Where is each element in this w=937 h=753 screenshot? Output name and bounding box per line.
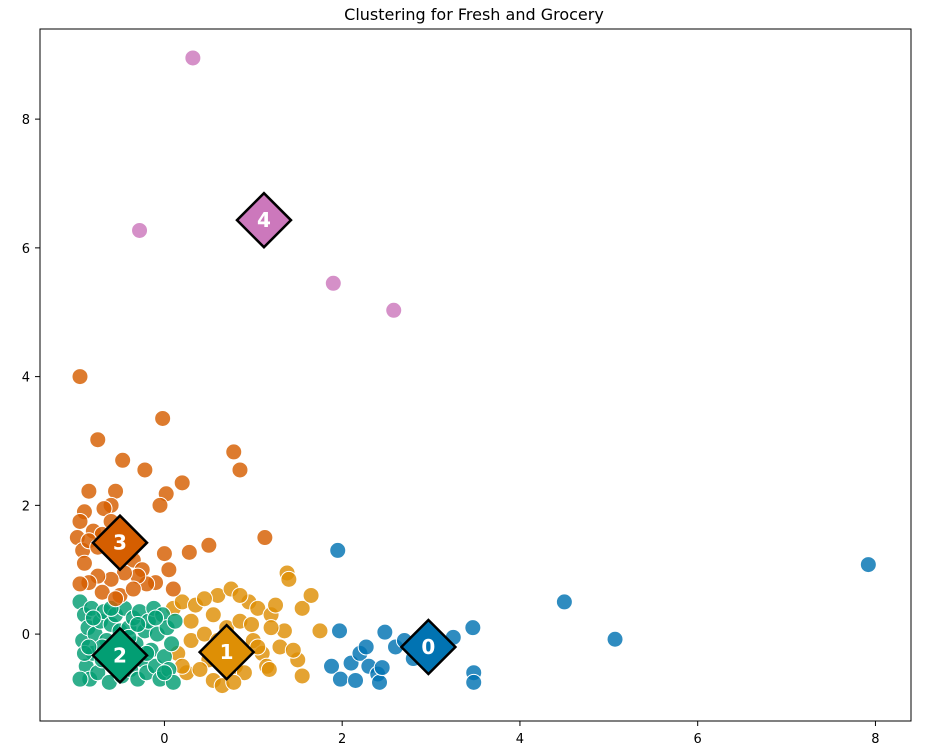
centroid-marker-1 [197, 623, 256, 681]
cluster-4-point-3 [385, 301, 403, 319]
cluster-3-point-1 [154, 409, 172, 427]
centroid-label-2: 2 [113, 643, 127, 667]
points-layer [68, 49, 877, 695]
cluster-0-point-19 [464, 619, 482, 637]
cluster-3-point-13 [95, 500, 113, 518]
cluster-1-point-40 [182, 612, 200, 630]
cluster-3-point-0 [71, 368, 89, 386]
centroid-label-4: 4 [257, 208, 271, 232]
cluster-1-point-36 [260, 661, 278, 679]
x-tick-label-0: 0 [160, 732, 168, 747]
cluster-0-point-23 [606, 630, 624, 648]
cluster-2-point-53 [147, 609, 165, 627]
cluster-3-point-8 [80, 482, 98, 500]
x-tick-label-8: 8 [871, 732, 879, 747]
cluster-0-point-0 [329, 541, 347, 559]
cluster-3-points [68, 368, 274, 608]
centroid-layer: 0 1 2 3 4 [91, 191, 458, 685]
cluster-2-point-55 [71, 670, 89, 688]
x-tick-label-2: 2 [338, 732, 346, 747]
centroid-label-1: 1 [220, 640, 234, 664]
cluster-0-point-3 [331, 670, 349, 688]
centroid-marker-4 [235, 191, 293, 249]
centroid-marker-3 [91, 513, 149, 572]
cluster-1-point-26 [293, 599, 311, 617]
cluster-3-point-5 [114, 451, 132, 469]
cluster-0-point-5 [347, 671, 365, 689]
cluster-1-point-33 [225, 673, 243, 691]
cluster-1-point-24 [280, 570, 298, 588]
cluster-4-point-0 [184, 49, 202, 67]
cluster-4-point-1 [131, 221, 149, 239]
cluster-0-point-21 [465, 673, 483, 691]
cluster-3-point-41 [75, 554, 93, 572]
cluster-0-point-1 [331, 622, 349, 640]
cluster-1-point-35 [243, 615, 261, 633]
cluster-0-point-12 [376, 623, 394, 641]
cluster-3-point-7 [173, 474, 191, 492]
cluster-0-point-2 [323, 657, 341, 675]
cluster-1-point-37 [284, 641, 302, 659]
cluster-3-point-46 [124, 580, 142, 598]
cluster-1-point-46 [262, 619, 280, 637]
y-tick-label-2: 2 [22, 499, 30, 514]
x-tick-label-6: 6 [694, 732, 702, 747]
cluster-3-point-32 [256, 529, 274, 547]
cluster-4-points [131, 49, 403, 319]
cluster-3-point-6 [136, 461, 154, 479]
cluster-1-point-38 [293, 667, 311, 685]
cluster-3-point-40 [71, 575, 89, 593]
cluster-1-point-45 [231, 586, 249, 604]
cluster-3-point-11 [151, 496, 169, 514]
cluster-1-point-41 [195, 590, 213, 608]
cluster-3-point-31 [200, 536, 218, 554]
axes-layer: 0 2 4 6 8 0 2 4 6 8 [22, 113, 880, 747]
cluster-3-point-30 [180, 543, 198, 561]
cluster-2-point-44 [166, 612, 184, 630]
cluster-3-point-9 [107, 482, 125, 500]
cluster-3-point-44 [107, 590, 125, 608]
y-tick-label-8: 8 [22, 113, 30, 128]
cluster-2-point-51 [129, 615, 147, 633]
cluster-3-point-15 [71, 512, 89, 530]
cluster-3-point-4 [231, 461, 249, 479]
cluster-0-point-10 [371, 673, 389, 691]
cluster-1-point-27 [302, 586, 320, 604]
cluster-4-point-2 [324, 274, 342, 292]
cluster-0-points [323, 541, 877, 691]
cluster-0-point-24 [859, 556, 877, 574]
cluster-3-point-3 [225, 443, 243, 461]
cluster-3-point-28 [155, 545, 173, 563]
cluster-1-point-30 [191, 661, 209, 679]
plot-frame [39, 28, 912, 722]
centroid-label-3: 3 [113, 531, 127, 555]
cluster-3-point-45 [164, 580, 182, 598]
cluster-2-point-56 [80, 638, 98, 656]
y-tick-label-4: 4 [22, 371, 30, 386]
cluster-1-point-6 [204, 606, 222, 624]
cluster-1-point-28 [311, 622, 329, 640]
y-tick-label-0: 0 [22, 628, 30, 643]
cluster-2-point-42 [163, 635, 181, 653]
y-tick-label-6: 6 [22, 242, 30, 257]
cluster-2-point-46 [84, 609, 102, 627]
cluster-2-point-54 [155, 664, 173, 682]
cluster-3-point-2 [89, 431, 107, 449]
cluster-1-point-13 [235, 664, 253, 682]
cluster-1-points [164, 564, 329, 695]
cluster-1-point-20 [267, 596, 285, 614]
centroid-marker-0 [399, 618, 458, 676]
centroid-label-0: 0 [421, 635, 435, 659]
x-tick-label-4: 4 [516, 732, 524, 747]
centroid-marker-2 [91, 626, 149, 685]
chart-title: Clustering for Fresh and Grocery [344, 5, 604, 24]
cluster-3-point-29 [160, 561, 178, 579]
cluster-0-point-22 [555, 593, 573, 611]
cluster-0-point-7 [357, 638, 375, 656]
cluster-0-point-11 [373, 659, 391, 677]
